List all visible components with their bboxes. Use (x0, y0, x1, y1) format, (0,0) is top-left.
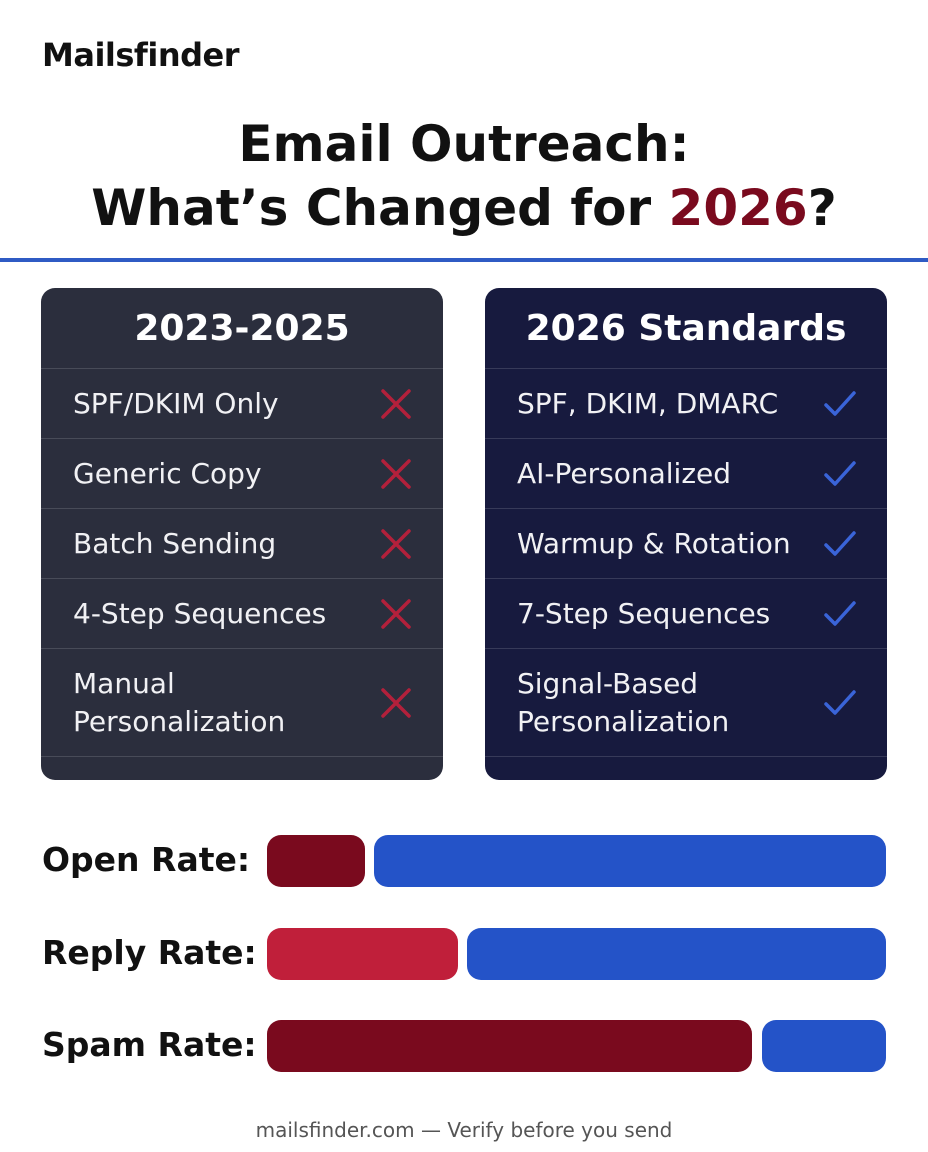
row-text: Signal-Based Personalization (517, 666, 730, 738)
row-text: Warmup & Rotation (517, 527, 791, 560)
old-bar (267, 928, 458, 980)
cross-icon (381, 598, 411, 629)
cross-icon (381, 388, 411, 419)
card-row: AI-Personalized (485, 439, 887, 509)
title-highlight: 2026 (668, 179, 808, 237)
card-heading: 2023-2025 (41, 288, 443, 369)
check-icon (824, 600, 856, 626)
card-heading: 2026 Standards (485, 288, 887, 369)
divider (0, 258, 928, 262)
row-text: AI-Personalized (517, 457, 732, 490)
row-text: Batch Sending (73, 527, 277, 560)
card-row: Manual Personalization (41, 649, 443, 757)
old-bar (267, 835, 365, 887)
row-text: 7-Step Sequences (517, 597, 771, 630)
card-row: SPF, DKIM, DMARC (485, 369, 887, 439)
title-text: ? (807, 179, 837, 237)
check-icon (824, 689, 856, 715)
card-row: Batch Sending (41, 509, 443, 579)
check-icon (824, 530, 856, 556)
old-card: 2023-2025 SPF/DKIM Only Generic Copy Batch … (41, 288, 443, 780)
row-text: Manual Personalization (73, 666, 286, 738)
card-row: Signal-Based Personalization (485, 649, 887, 757)
cross-icon (381, 687, 411, 718)
new-bar (467, 928, 886, 980)
check-icon (824, 390, 856, 416)
title-line: Email Outreach: (238, 115, 690, 173)
title-line: What’s Changed for 2026? (0, 176, 928, 240)
new-bar (374, 835, 886, 887)
metric-label: Open Rate: (42, 840, 251, 879)
card-row: 7-Step Sequences (485, 579, 887, 649)
metric-label: Spam Rate: (42, 1025, 257, 1064)
row-text: SPF/DKIM Only (73, 387, 279, 420)
new-bar (762, 1020, 886, 1072)
card-row: Generic Copy (41, 439, 443, 509)
card-row: 4-Step Sequences (41, 579, 443, 649)
cross-icon (381, 528, 411, 559)
row-text: 4-Step Sequences (73, 597, 327, 630)
brand: Mailsfinder (42, 36, 239, 74)
new-card: 2026 Standards SPF, DKIM, DMARC AI-Persona… (485, 288, 887, 780)
old-bar (267, 1020, 752, 1072)
card-row: Warmup & Rotation (485, 509, 887, 579)
metric-label: Reply Rate: (42, 933, 257, 972)
row-text: SPF, DKIM, DMARC (517, 387, 779, 420)
title-text: What’s Changed for (91, 179, 669, 237)
footer: mailsfinder.com — Verify before you send (255, 1118, 673, 1142)
cross-icon (381, 458, 411, 489)
check-icon (824, 460, 856, 486)
card-row: SPF/DKIM Only (41, 369, 443, 439)
row-text: Generic Copy (73, 457, 262, 490)
